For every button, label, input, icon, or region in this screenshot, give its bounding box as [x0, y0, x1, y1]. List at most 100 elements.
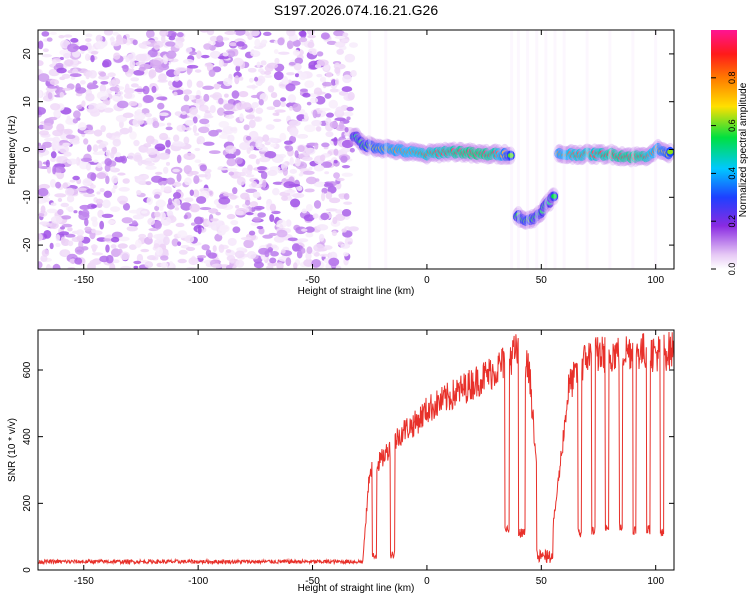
noise-speckle: [102, 60, 110, 68]
noise-speckle: [83, 138, 89, 145]
noise-speckle: [248, 154, 257, 159]
noise-speckle: [172, 168, 180, 173]
noise-speckle: [166, 50, 177, 59]
noise-speckle: [291, 128, 298, 137]
noise-speckle: [39, 130, 49, 136]
noise-speckle: [88, 102, 99, 112]
noise-speckle: [61, 249, 70, 256]
noise-speckle: [237, 172, 247, 177]
noise-speckle: [229, 258, 235, 264]
noise-speckle: [183, 136, 190, 145]
noise-speckle: [248, 230, 256, 236]
noise-speckle: [304, 188, 315, 193]
noise-speckle: [154, 143, 166, 152]
noise-speckle: [143, 143, 152, 148]
noise-speckle: [145, 157, 155, 162]
noise-speckle: [300, 247, 306, 254]
noise-speckle: [92, 219, 98, 228]
noise-speckle: [62, 182, 69, 189]
noise-speckle: [55, 242, 61, 248]
noise-speckle: [38, 160, 43, 169]
noise-speckle: [314, 142, 319, 150]
noise-speckle: [238, 91, 249, 98]
noise-speckle: [99, 220, 105, 230]
noise-speckle: [50, 215, 63, 224]
noise-speckle: [250, 94, 260, 99]
noise-speckle: [309, 97, 319, 104]
noise-speckle: [272, 112, 279, 116]
noise-speckle: [76, 234, 85, 242]
noise-speckle: [308, 48, 317, 55]
noise-speckle: [204, 110, 211, 114]
noise-speckle: [307, 41, 315, 49]
noise-speckle: [186, 67, 192, 75]
noise-speckle: [72, 118, 79, 124]
noise-speckle: [190, 222, 196, 226]
noise-speckle: [50, 202, 57, 207]
noise-speckle: [61, 73, 71, 79]
noise-speckle: [89, 110, 101, 117]
colorbar-ticks: 0.0 0.2 0.4 0.6 0.8: [711, 72, 737, 275]
noise-speckle: [348, 226, 359, 232]
noise-speckle: [235, 259, 245, 268]
noise-speckle: [54, 193, 67, 198]
noise-speckle: [189, 106, 199, 115]
noise-speckle: [176, 124, 187, 132]
noise-speckle: [99, 71, 107, 77]
noise-speckle: [57, 208, 64, 216]
noise-speckle: [46, 37, 53, 42]
noise-speckle: [133, 139, 140, 147]
noise-speckle: [158, 152, 170, 160]
noise-speckle: [319, 154, 326, 162]
noise-speckle: [52, 129, 63, 137]
noise-speckle: [85, 71, 90, 80]
noise-speckle: [209, 35, 219, 42]
noise-speckle: [218, 196, 231, 205]
noise-speckle: [188, 257, 199, 266]
noise-speckle: [296, 159, 301, 164]
noise-speckle: [264, 74, 273, 78]
noise-speckle: [128, 126, 133, 133]
noise-speckle: [209, 94, 220, 98]
noise-speckle: [122, 178, 130, 184]
noise-speckle: [107, 72, 116, 78]
noise-speckle: [184, 197, 194, 203]
noise-speckle: [112, 259, 120, 264]
ridge-core: [507, 152, 514, 158]
noise-speckle: [167, 197, 173, 206]
noise-speckle: [110, 206, 121, 213]
noise-speckle: [272, 99, 281, 108]
noise-speckle: [148, 228, 159, 232]
noise-speckle: [171, 32, 177, 38]
noise-speckle: [216, 35, 224, 43]
noise-speckle: [200, 105, 209, 112]
streak: [516, 30, 520, 269]
streak: [608, 30, 612, 269]
noise-speckle: [212, 66, 222, 73]
noise-speckle: [98, 143, 106, 149]
noise-speckle: [103, 30, 114, 36]
noise-speckle: [177, 258, 187, 264]
noise-speckle: [315, 126, 322, 132]
snr-y-label: SNR (10 * v/v): [7, 418, 18, 482]
noise-speckle: [316, 51, 324, 57]
noise-speckle: [260, 171, 268, 180]
noise-speckle: [165, 41, 176, 47]
noise-speckle: [85, 38, 92, 42]
noise-speckle: [146, 197, 153, 205]
noise-speckle: [217, 55, 229, 60]
noise-speckle: [261, 39, 268, 45]
noise-speckle: [349, 147, 355, 153]
noise-speckle: [273, 118, 282, 123]
noise-speckle: [90, 54, 95, 63]
noise-speckle: [90, 204, 98, 209]
noise-speckle: [92, 80, 98, 85]
noise-speckle: [186, 64, 199, 69]
noise-speckle: [215, 129, 223, 133]
noise-speckle: [159, 30, 169, 37]
noise-speckle: [81, 209, 90, 217]
noise-speckle: [120, 251, 130, 261]
noise-speckle: [120, 265, 132, 269]
noise-speckle: [96, 172, 107, 180]
noise-speckle: [307, 34, 316, 39]
